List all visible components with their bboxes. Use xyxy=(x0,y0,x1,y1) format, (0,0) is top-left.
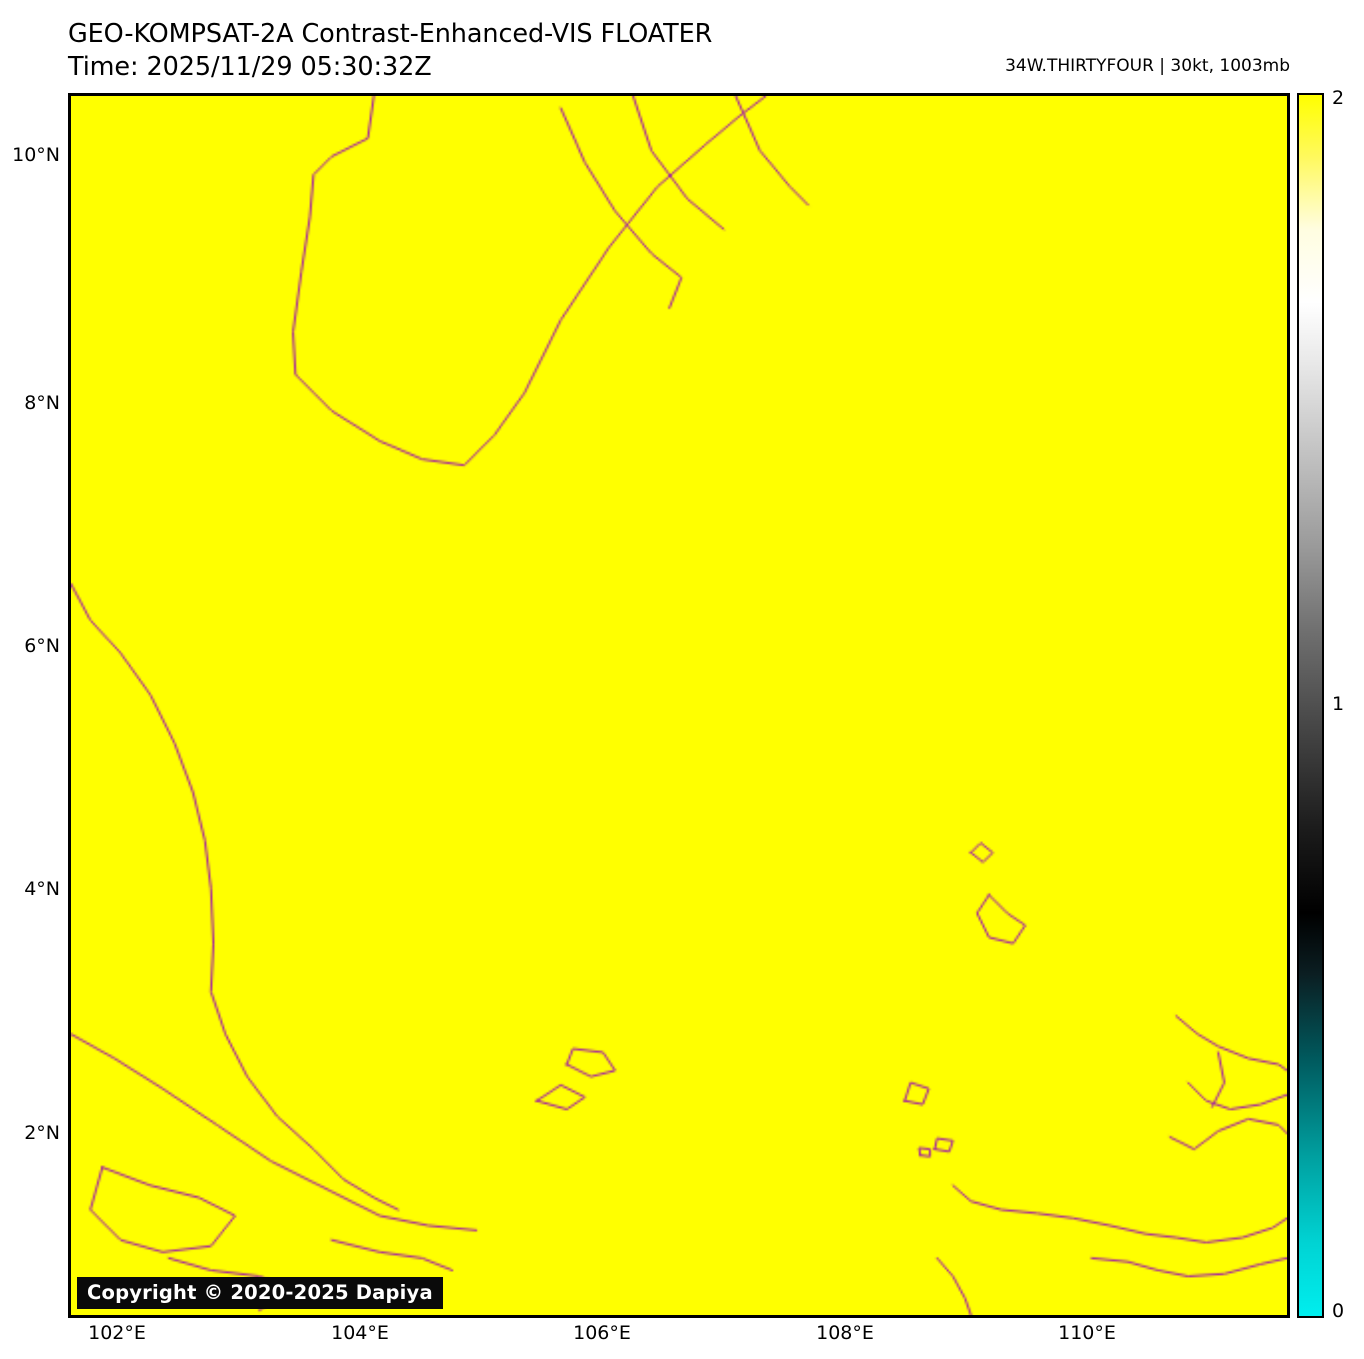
copyright-badge: Copyright © 2020-2025 Dapiya xyxy=(77,1277,443,1309)
page-title: GEO-KOMPSAT-2A Contrast-Enhanced-VIS FLO… xyxy=(68,18,712,84)
y-tick-4N: 4°N xyxy=(24,878,60,900)
x-tick-102E: 102°E xyxy=(88,1322,146,1344)
y-tick-2N: 2°N xyxy=(24,1122,60,1144)
x-tick-108E: 108°E xyxy=(816,1322,874,1344)
satellite-imagery-canvas xyxy=(71,96,1287,1315)
x-tick-104E: 104°E xyxy=(331,1322,389,1344)
x-tick-110E: 110°E xyxy=(1058,1322,1116,1344)
product-title: GEO-KOMPSAT-2A Contrast-Enhanced-VIS FLO… xyxy=(68,19,713,49)
y-tick-10N: 10°N xyxy=(12,144,60,166)
colorbar-tick-0: 0 xyxy=(1332,1300,1345,1322)
colorbar-tick-2: 2 xyxy=(1332,87,1345,109)
satellite-image-plot[interactable]: Copyright © 2020-2025 Dapiya xyxy=(68,93,1290,1318)
timestamp-label: Time: 2025/11/29 05:30:32Z xyxy=(68,52,432,83)
y-tick-6N: 6°N xyxy=(24,635,60,657)
colorbar-tick-1: 1 xyxy=(1332,693,1345,715)
x-tick-106E: 106°E xyxy=(573,1322,631,1344)
colorbar xyxy=(1297,93,1324,1318)
y-tick-8N: 8°N xyxy=(24,392,60,414)
storm-info-label: 34W.THIRTYFOUR | 30kt, 1003mb xyxy=(1005,56,1290,76)
